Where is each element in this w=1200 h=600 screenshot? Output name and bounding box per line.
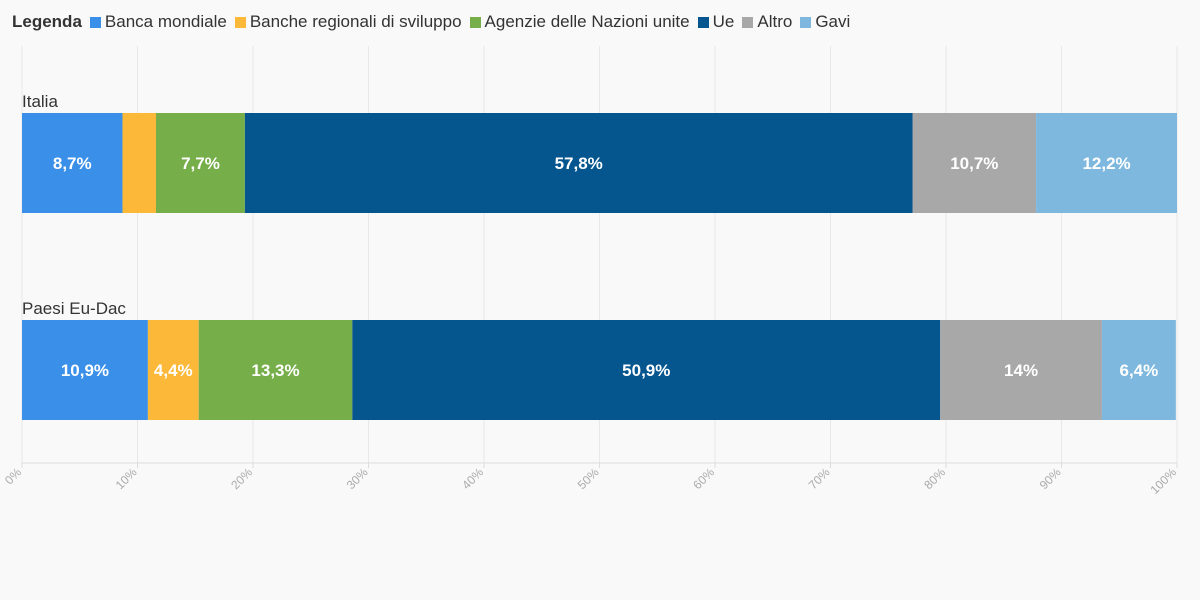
data-label: 8,7% [53, 154, 92, 173]
data-label: 10,7% [950, 154, 998, 173]
legend-swatch [234, 16, 246, 28]
data-label: 50,9% [622, 361, 670, 380]
data-label: 4,4% [154, 361, 193, 380]
x-tick-label: 100% [1148, 465, 1180, 497]
legend-label: Altro [757, 12, 793, 31]
legend-item: Altro [742, 12, 792, 32]
legend-swatch [742, 16, 754, 28]
legend-swatch [469, 16, 481, 28]
data-label: 6,4% [1120, 361, 1159, 380]
x-tick-label: 40% [459, 465, 486, 492]
x-tick-label: 50% [575, 465, 602, 492]
legend: Legenda Banca mondiale Banche regionali d… [12, 12, 858, 32]
data-label: 12,2% [1082, 154, 1130, 173]
legend-item: Gavi [800, 12, 850, 32]
data-label: 10,9% [61, 361, 109, 380]
x-tick-label: 20% [228, 465, 255, 492]
bar-segment [912, 113, 1037, 213]
legend-label: Agenzie delle Nazioni unite [484, 12, 690, 31]
category-label: Italia [22, 92, 58, 111]
x-tick-label: 30% [344, 465, 371, 492]
legend-items: Banca mondiale Banche regionali di svilup… [89, 12, 858, 32]
bar-segment [1036, 113, 1177, 213]
bar-segment [122, 113, 156, 213]
x-tick-label: 10% [113, 465, 140, 492]
legend-label: Banca mondiale [104, 12, 227, 31]
x-tick-label: 80% [921, 465, 948, 492]
bar-segment [22, 320, 148, 420]
category-label: Paesi Eu-Dac [22, 299, 126, 318]
bar-segment [155, 113, 245, 213]
bar-segment [198, 320, 353, 420]
bar-segment [147, 320, 199, 420]
x-tick-label: 70% [806, 465, 833, 492]
legend-label: Banche regionali di sviluppo [249, 12, 462, 31]
legend-item: Agenzie delle Nazioni unite [469, 12, 690, 32]
legend-swatch [800, 16, 812, 28]
legend-swatch [89, 16, 101, 28]
legend-item: Banche regionali di sviluppo [234, 12, 462, 32]
bar-segment [22, 113, 123, 213]
legend-item: Ue [697, 12, 735, 32]
legend-title: Legenda [12, 12, 82, 31]
legend-label: Ue [712, 12, 735, 31]
legend-swatch [697, 16, 709, 28]
bar-segment [940, 320, 1102, 420]
data-label: 57,8% [555, 154, 603, 173]
data-label: 7,7% [181, 154, 220, 173]
data-label: 14% [1004, 361, 1038, 380]
x-tick-label: 90% [1037, 465, 1064, 492]
x-tick-label: 60% [690, 465, 717, 492]
bar-segment [352, 320, 941, 420]
bar-segment [1101, 320, 1176, 420]
bar-segment [244, 113, 913, 213]
legend-item: Banca mondiale [89, 12, 227, 32]
data-label: 13,3% [251, 361, 299, 380]
x-tick-label: 0% [2, 465, 24, 487]
legend-label: Gavi [815, 12, 851, 31]
